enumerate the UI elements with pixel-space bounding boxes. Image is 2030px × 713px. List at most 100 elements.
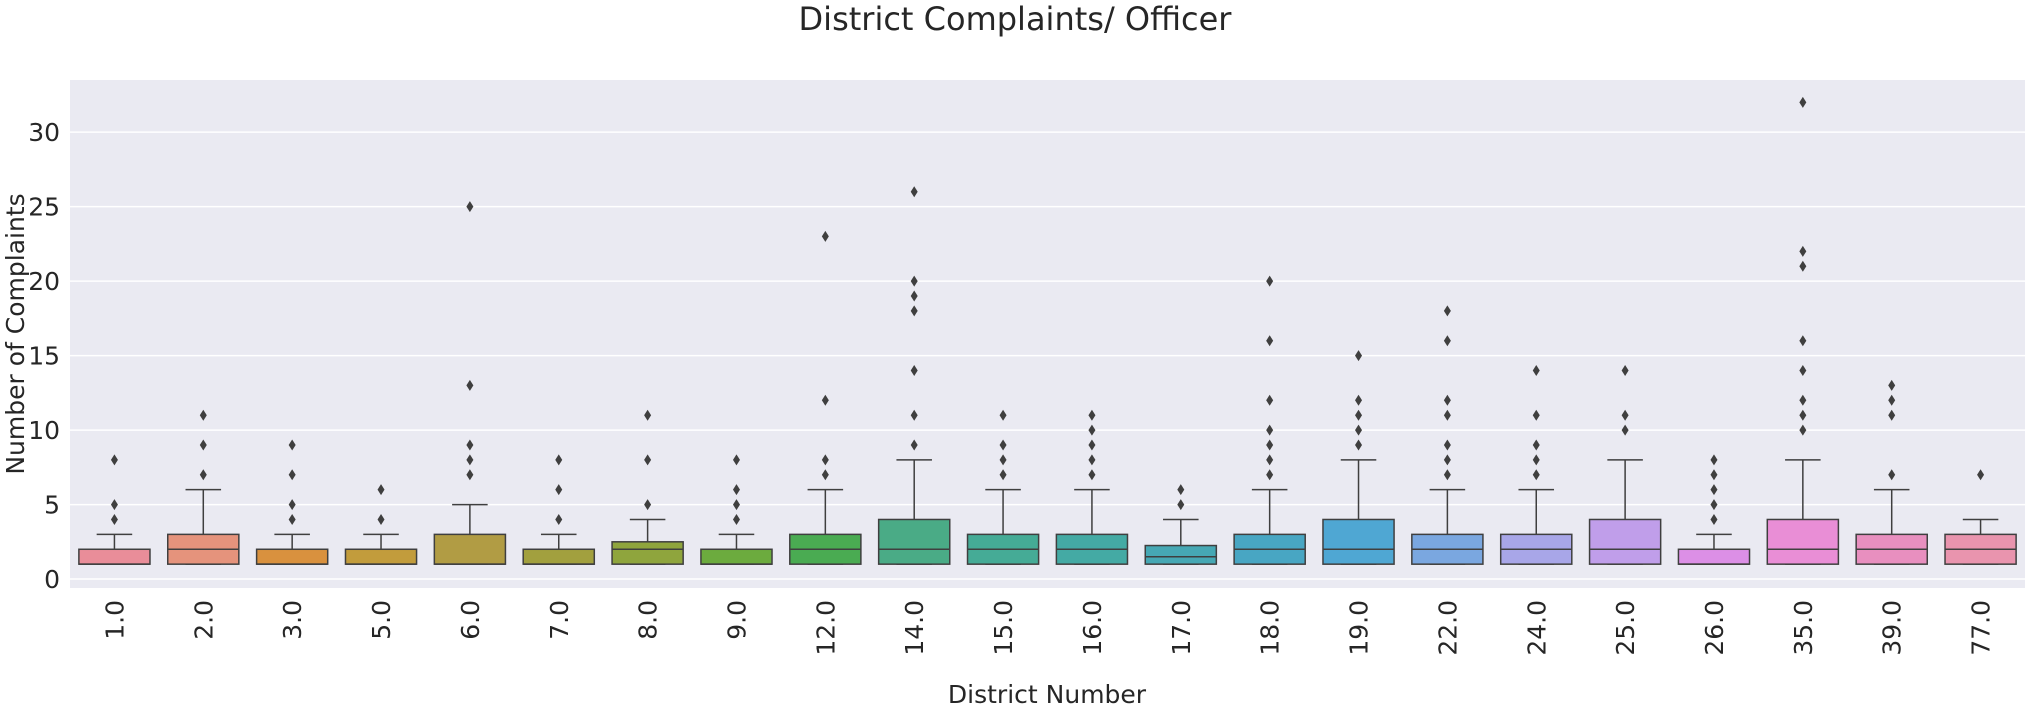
outlier-point bbox=[466, 201, 474, 213]
outlier-point bbox=[732, 513, 740, 525]
iqr-box bbox=[1766, 518, 1840, 565]
outlier-point bbox=[288, 469, 296, 481]
outlier-point bbox=[910, 290, 918, 302]
box-group bbox=[1233, 275, 1306, 565]
x-tick-label: 18.0 bbox=[1256, 600, 1285, 656]
box-group bbox=[1944, 469, 2017, 565]
outlier-point bbox=[110, 454, 118, 466]
outlier-point bbox=[1443, 454, 1451, 466]
iqr-box bbox=[1677, 548, 1751, 565]
y-tick-label: 5 bbox=[44, 491, 60, 520]
outlier-point bbox=[732, 454, 740, 466]
outlier-point bbox=[199, 469, 207, 481]
outlier-point bbox=[199, 439, 207, 451]
outlier-point bbox=[1621, 364, 1629, 376]
outlier-point bbox=[910, 186, 918, 198]
outlier-point bbox=[555, 454, 563, 466]
outlier-point bbox=[1266, 469, 1274, 481]
x-tick-label: 39.0 bbox=[1878, 600, 1907, 656]
x-tick-label: 5.0 bbox=[367, 600, 396, 640]
outlier-point bbox=[110, 513, 118, 525]
box-group bbox=[611, 409, 684, 565]
outlier-point bbox=[1266, 394, 1274, 406]
outlier-point bbox=[1355, 439, 1363, 451]
outlier-point bbox=[1532, 454, 1540, 466]
outlier-point bbox=[1799, 335, 1807, 347]
box-group bbox=[1322, 350, 1395, 565]
outlier-point bbox=[1355, 350, 1363, 362]
outlier-point bbox=[999, 439, 1007, 451]
outlier-point bbox=[732, 484, 740, 496]
outlier-point bbox=[1443, 335, 1451, 347]
box-group bbox=[344, 484, 418, 565]
outlier-point bbox=[199, 409, 207, 421]
iqr-box bbox=[1322, 518, 1395, 565]
outlier-point bbox=[110, 499, 118, 511]
outlier-point bbox=[466, 439, 474, 451]
x-tick-label: 24.0 bbox=[1522, 600, 1551, 656]
outlier-point bbox=[1266, 424, 1274, 436]
outlier-point bbox=[1710, 484, 1718, 496]
grid-lines bbox=[70, 131, 2025, 580]
outlier-point bbox=[1177, 484, 1185, 496]
outlier-point bbox=[821, 469, 829, 481]
iqr-box bbox=[522, 548, 596, 565]
outlier-point bbox=[732, 499, 740, 511]
outlier-point bbox=[910, 364, 918, 376]
outlier-point bbox=[644, 499, 652, 511]
outlier-point bbox=[466, 454, 474, 466]
box-group bbox=[966, 409, 1040, 565]
outlier-point bbox=[1088, 454, 1096, 466]
outlier-point bbox=[1710, 513, 1718, 525]
outlier-point bbox=[1266, 454, 1274, 466]
outlier-point bbox=[1888, 379, 1896, 391]
x-tick-label: 9.0 bbox=[722, 600, 751, 640]
x-tick-label: 17.0 bbox=[1167, 600, 1196, 656]
x-tick-label: 12.0 bbox=[811, 600, 840, 656]
box-group bbox=[700, 454, 773, 565]
box-group bbox=[522, 454, 596, 565]
outlier-point bbox=[1710, 469, 1718, 481]
y-tick-label: 10 bbox=[28, 416, 60, 445]
outlier-point bbox=[1710, 499, 1718, 511]
box-group bbox=[877, 186, 951, 565]
outlier-point bbox=[1266, 275, 1274, 287]
outlier-point bbox=[999, 409, 1007, 421]
iqr-box bbox=[611, 541, 684, 565]
plot-background bbox=[70, 80, 2025, 588]
outlier-point bbox=[1888, 409, 1896, 421]
outlier-point bbox=[466, 469, 474, 481]
x-tick-label: 2.0 bbox=[189, 600, 218, 640]
iqr-box bbox=[877, 518, 951, 565]
outlier-point bbox=[1710, 454, 1718, 466]
box-group bbox=[255, 439, 329, 565]
iqr-box bbox=[700, 548, 773, 565]
x-tick-label: 77.0 bbox=[1967, 600, 1996, 656]
box-group bbox=[789, 230, 862, 565]
iqr-box bbox=[433, 533, 507, 565]
outlier-point bbox=[555, 513, 563, 525]
y-tick-label: 15 bbox=[28, 342, 60, 371]
x-tick-label: 8.0 bbox=[634, 600, 663, 640]
outlier-point bbox=[1443, 469, 1451, 481]
outlier-point bbox=[1799, 424, 1807, 436]
x-tick-label: 7.0 bbox=[545, 600, 574, 640]
x-tick-label: 25.0 bbox=[1611, 600, 1640, 656]
outlier-point bbox=[288, 513, 296, 525]
y-tick-label: 0 bbox=[44, 565, 60, 594]
iqr-box bbox=[1588, 518, 1662, 565]
chart-title: District Complaints/ Officer bbox=[799, 0, 1233, 38]
outlier-point bbox=[821, 230, 829, 242]
outlier-point bbox=[910, 409, 918, 421]
outlier-point bbox=[910, 275, 918, 287]
outlier-point bbox=[1888, 394, 1896, 406]
outlier-point bbox=[1443, 409, 1451, 421]
outlier-point bbox=[1532, 439, 1540, 451]
box-group bbox=[1499, 364, 1573, 565]
outlier-point bbox=[644, 409, 652, 421]
iqr-box bbox=[1144, 544, 1218, 565]
y-tick-label: 25 bbox=[28, 193, 60, 222]
outlier-point bbox=[1088, 409, 1096, 421]
outlier-point bbox=[377, 484, 385, 496]
